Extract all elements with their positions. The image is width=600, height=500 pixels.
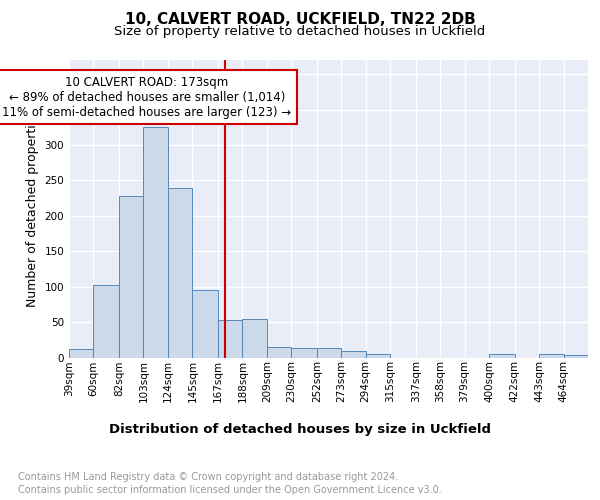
Bar (94, 284, 119, 358)
Bar (119, 196, 143, 358)
Bar (489, 354, 515, 358)
Text: Contains HM Land Registry data © Crown copyright and database right 2024.: Contains HM Land Registry data © Crown c… (18, 472, 398, 482)
Bar (242, 320, 267, 358)
Bar (218, 320, 242, 358)
Bar (291, 348, 317, 358)
Bar (366, 354, 390, 358)
Bar (143, 128, 168, 358)
Bar (69, 349, 94, 358)
Bar (168, 188, 193, 358)
Bar (563, 354, 588, 358)
Bar (539, 354, 563, 358)
Bar (193, 290, 218, 358)
Y-axis label: Number of detached properties: Number of detached properties (26, 110, 39, 307)
Text: Contains public sector information licensed under the Open Government Licence v3: Contains public sector information licen… (18, 485, 442, 495)
Text: Distribution of detached houses by size in Uckfield: Distribution of detached houses by size … (109, 422, 491, 436)
Text: Size of property relative to detached houses in Uckfield: Size of property relative to detached ho… (115, 25, 485, 38)
Text: 10, CALVERT ROAD, UCKFIELD, TN22 2DB: 10, CALVERT ROAD, UCKFIELD, TN22 2DB (125, 12, 475, 28)
Bar (341, 351, 366, 358)
Text: 10 CALVERT ROAD: 173sqm
← 89% of detached houses are smaller (1,014)
11% of semi: 10 CALVERT ROAD: 173sqm ← 89% of detache… (2, 76, 292, 118)
Bar (317, 348, 341, 358)
Bar (267, 347, 291, 358)
